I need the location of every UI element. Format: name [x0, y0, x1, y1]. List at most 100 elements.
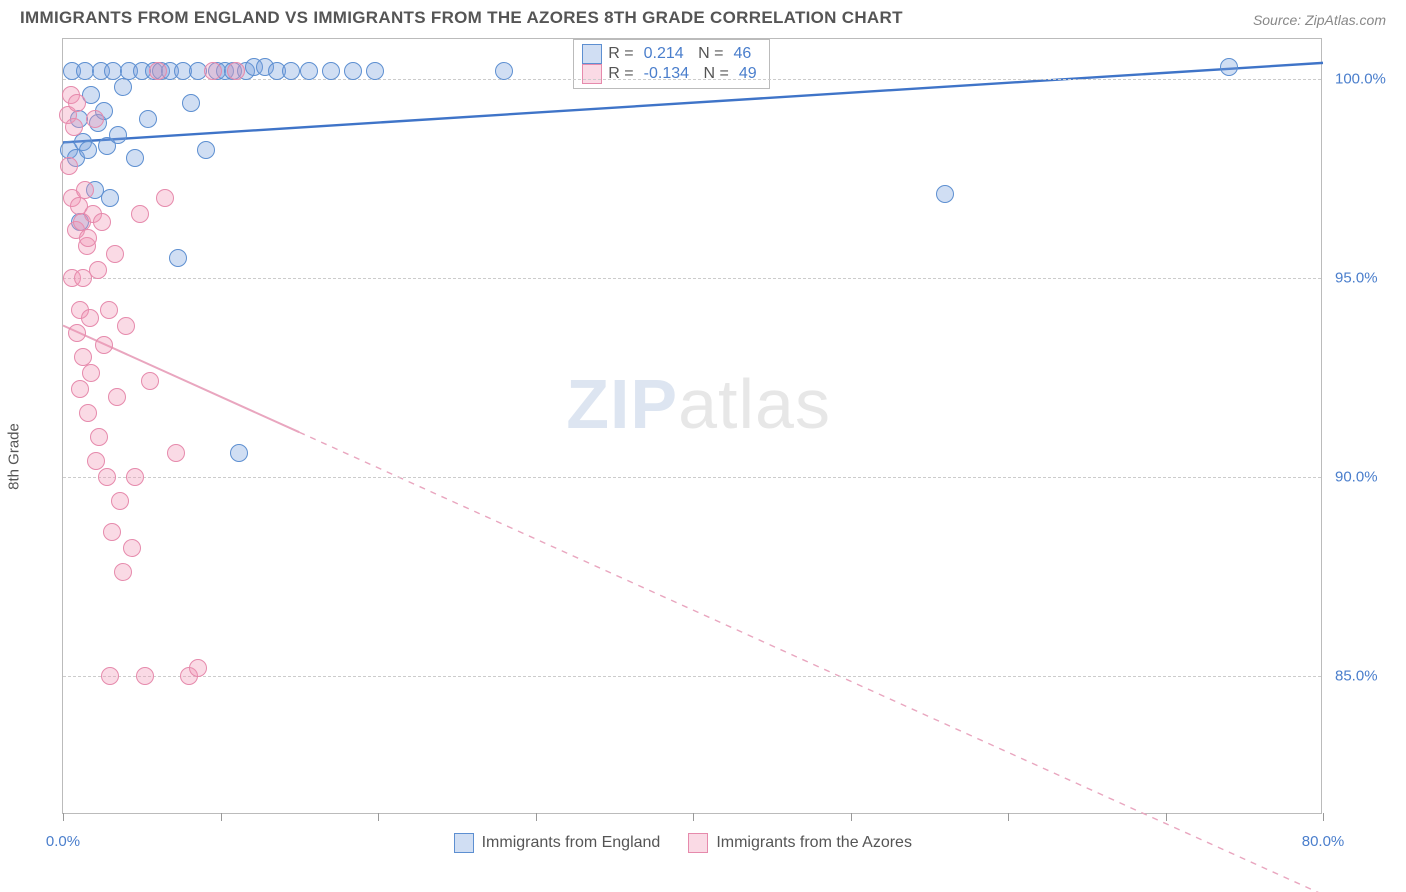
y-tick-label: 95.0%: [1335, 269, 1378, 286]
data-point: [149, 62, 167, 80]
data-point: [68, 94, 86, 112]
legend-swatch: [454, 833, 474, 853]
gridline: [63, 676, 1321, 677]
x-tick-label: 0.0%: [46, 833, 80, 850]
x-tick-label: 80.0%: [1302, 833, 1345, 850]
data-point: [101, 667, 119, 685]
data-point: [189, 659, 207, 677]
stat-r-value: -0.134: [640, 65, 693, 83]
data-point: [68, 324, 86, 342]
data-point: [81, 309, 99, 327]
data-point: [141, 372, 159, 390]
plot-region: ZIPatlas R =0.214 N =46R =-0.134 N =49 I…: [62, 38, 1322, 814]
data-point: [87, 452, 105, 470]
data-point: [101, 189, 119, 207]
data-point: [344, 62, 362, 80]
gridline: [63, 79, 1321, 80]
y-tick-label: 100.0%: [1335, 70, 1386, 87]
gridline: [63, 477, 1321, 478]
data-point: [282, 62, 300, 80]
y-tick-label: 90.0%: [1335, 468, 1378, 485]
stat-r-label: R =: [608, 65, 633, 83]
data-point: [79, 229, 97, 247]
legend-item: Immigrants from England: [454, 833, 661, 853]
data-point: [136, 667, 154, 685]
chart-title: IMMIGRANTS FROM ENGLAND VS IMMIGRANTS FR…: [20, 8, 903, 28]
legend-label: Immigrants from the Azores: [716, 834, 912, 852]
series-swatch: [582, 44, 602, 64]
data-point: [98, 468, 116, 486]
legend-swatch: [688, 833, 708, 853]
data-point: [95, 336, 113, 354]
series-swatch: [582, 64, 602, 84]
data-point: [111, 492, 129, 510]
data-point: [300, 62, 318, 80]
data-point: [197, 141, 215, 159]
data-point: [79, 141, 97, 159]
data-point: [1220, 58, 1238, 76]
data-point: [79, 404, 97, 422]
data-point: [139, 110, 157, 128]
source-label: Source: ZipAtlas.com: [1253, 12, 1386, 28]
y-axis-label: 8th Grade: [6, 423, 23, 490]
data-point: [322, 62, 340, 80]
x-tick: [536, 813, 537, 821]
data-point: [156, 189, 174, 207]
gridline: [63, 278, 1321, 279]
data-point: [227, 62, 245, 80]
data-point: [204, 62, 222, 80]
stat-r-value: 0.214: [640, 45, 688, 63]
data-point: [109, 126, 127, 144]
data-point: [114, 78, 132, 96]
stat-n-label: N =: [694, 45, 724, 63]
data-point: [182, 94, 200, 112]
data-point: [100, 301, 118, 319]
watermark-zip: ZIP: [566, 365, 678, 443]
series-legend: Immigrants from England Immigrants from t…: [454, 833, 912, 853]
watermark: ZIPatlas: [566, 364, 831, 444]
x-tick: [1323, 813, 1324, 821]
data-point: [169, 249, 187, 267]
data-point: [936, 185, 954, 203]
correlation-stat-box: R =0.214 N =46R =-0.134 N =49: [573, 39, 769, 89]
x-tick: [221, 813, 222, 821]
data-point: [123, 539, 141, 557]
data-point: [131, 205, 149, 223]
data-point: [126, 149, 144, 167]
x-tick: [851, 813, 852, 821]
watermark-atlas: atlas: [678, 365, 831, 443]
data-point: [117, 317, 135, 335]
trend-lines: [63, 39, 1323, 815]
stat-row: R = -0.134 N = 49: [582, 64, 760, 84]
data-point: [114, 563, 132, 581]
y-tick-label: 85.0%: [1335, 667, 1378, 684]
data-point: [106, 245, 124, 263]
data-point: [108, 388, 126, 406]
data-point: [60, 157, 78, 175]
data-point: [82, 364, 100, 382]
data-point: [71, 380, 89, 398]
data-point: [126, 468, 144, 486]
stat-n-label: N =: [699, 65, 729, 83]
data-point: [167, 444, 185, 462]
x-tick: [1008, 813, 1009, 821]
x-tick: [378, 813, 379, 821]
data-point: [93, 213, 111, 231]
data-point: [76, 181, 94, 199]
legend-item: Immigrants from the Azores: [688, 833, 912, 853]
x-tick: [693, 813, 694, 821]
stat-n-value: 46: [729, 45, 755, 63]
stat-row: R = 0.214 N = 46: [582, 44, 760, 64]
x-tick: [1166, 813, 1167, 821]
data-point: [103, 523, 121, 541]
data-point: [86, 110, 104, 128]
x-tick: [63, 813, 64, 821]
stat-n-value: 49: [735, 65, 761, 83]
stat-r-label: R =: [608, 45, 633, 63]
data-point: [230, 444, 248, 462]
data-point: [90, 428, 108, 446]
data-point: [495, 62, 513, 80]
data-point: [366, 62, 384, 80]
data-point: [89, 261, 107, 279]
data-point: [65, 118, 83, 136]
